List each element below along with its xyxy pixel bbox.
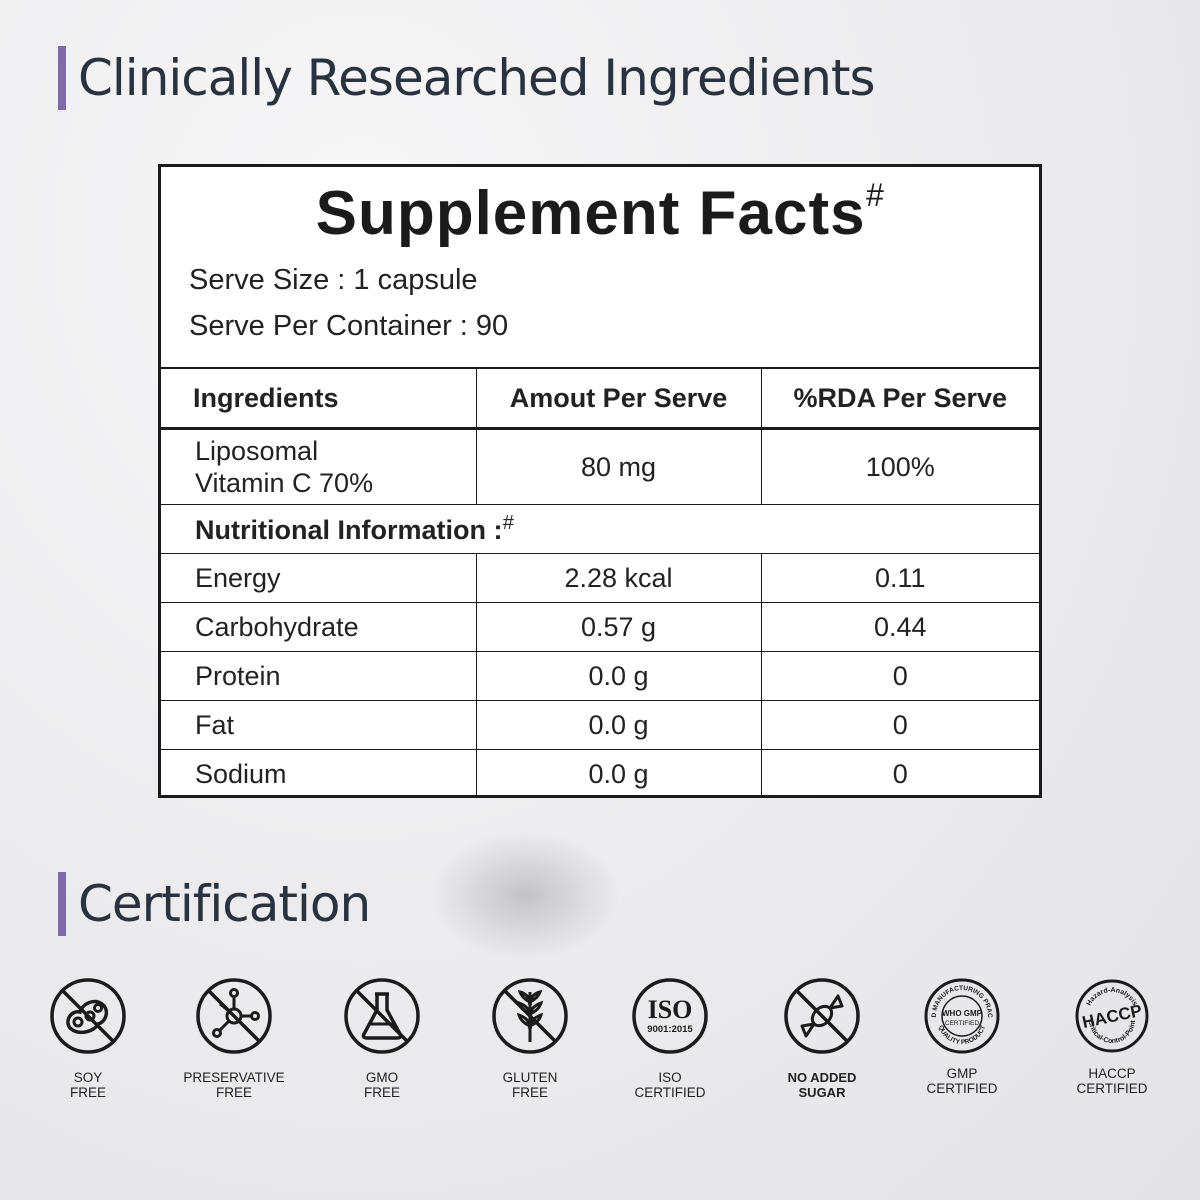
ingredient-amount: 80 mg	[475, 428, 762, 505]
nutrient-name: Sodium	[161, 749, 477, 798]
certification-heading: Certification	[58, 872, 371, 936]
facts-title: Supplement Facts#	[161, 177, 1039, 249]
facts-table: Ingredients Amout Per Serve %RDA Per Ser…	[161, 369, 1039, 798]
facts-title-mark: #	[865, 177, 885, 213]
gmp-sub-text: CERTIFIED	[945, 1020, 979, 1027]
cert-label-line2: FREE	[363, 1085, 400, 1100]
ingredient-rda: 100%	[760, 428, 1039, 505]
ingredient-name: Liposomal Vitamin C 70%	[161, 428, 477, 505]
cert-label-line2: CERTIFIED	[1076, 1081, 1148, 1096]
heading-accent-bar	[58, 872, 66, 936]
cert-gmp: GOOD MANUFACTURING PRACTICE QUALITY PROD…	[892, 976, 1032, 1096]
cert-label-line2: FREE	[69, 1085, 106, 1100]
nutrient-amount: 0.0 g	[475, 749, 762, 798]
nutrient-amount: 0.0 g	[475, 651, 762, 701]
cert-gmo-free: GMO FREE	[312, 976, 452, 1100]
facts-header: Supplement Facts# Serve Size : 1 capsule…	[161, 167, 1039, 369]
nutrient-rda: 0.44	[760, 602, 1039, 652]
cert-label-line2: SUGAR	[798, 1085, 846, 1100]
cert-label: ISO CERTIFIED	[600, 1070, 740, 1100]
nutrient-name: Protein	[161, 651, 477, 701]
cert-label-line2: FREE	[215, 1085, 252, 1100]
nutrition-heading-row: Nutritional Information :#	[161, 504, 1039, 554]
soy-free-icon	[50, 978, 126, 1054]
table-row: Energy 2.28 kcal 0.11	[161, 553, 1039, 603]
certification-heading-text: Certification	[78, 875, 371, 933]
column-header-amount: Amout Per Serve	[475, 369, 762, 430]
table-row-ingredient: Liposomal Vitamin C 70% 80 mg 100%	[161, 428, 1039, 505]
cert-label-line2: CERTIFIED	[634, 1085, 706, 1100]
table-header-row: Ingredients Amout Per Serve %RDA Per Ser…	[161, 369, 1039, 430]
nutrient-amount: 0.0 g	[475, 700, 762, 750]
cert-label: PRESERVATIVE FREE	[164, 1070, 304, 1100]
iso-sub-text: 9001:2015	[647, 1024, 693, 1035]
table-row: Fat 0.0 g 0	[161, 700, 1039, 750]
ingredients-heading-text: Clinically Researched Ingredients	[78, 49, 876, 107]
preservative-free-icon	[196, 978, 272, 1054]
iso-main-text: ISO	[648, 995, 693, 1024]
cert-label: GLUTEN FREE	[460, 1070, 600, 1100]
no-sugar-icon	[784, 978, 860, 1054]
background-blur	[430, 830, 620, 960]
cert-label-line1: GLUTEN	[502, 1070, 558, 1085]
ingredient-name-line1: Liposomal	[195, 436, 319, 466]
heading-accent-bar	[58, 46, 66, 110]
cert-label-line1: SOY	[73, 1070, 103, 1085]
column-header-ingredients: Ingredients	[161, 369, 477, 430]
nutrition-heading-text: Nutritional Information :	[195, 515, 503, 545]
gmp-icon: GOOD MANUFACTURING PRACTICE QUALITY PROD…	[922, 976, 1000, 1054]
gmo-free-icon	[344, 978, 420, 1054]
nutrient-name: Carbohydrate	[161, 602, 477, 652]
cert-label-line1: GMP	[946, 1066, 978, 1081]
nutrient-amount: 0.57 g	[475, 602, 762, 652]
cert-gluten-free: GLUTEN FREE	[460, 976, 600, 1100]
cert-label-line1: PRESERVATIVE	[183, 1070, 285, 1085]
cert-label-line2: CERTIFIED	[926, 1081, 998, 1096]
cert-label-line1: NO ADDED	[787, 1070, 857, 1085]
cert-soy-free: SOY FREE	[18, 976, 158, 1100]
cert-label: SOY FREE	[18, 1070, 158, 1100]
gmp-main-text: WHO GMP	[942, 1009, 983, 1018]
haccp-icon: Hazard-Analysis Critical-Control-Point H…	[1075, 979, 1149, 1053]
cert-label-line1: ISO	[658, 1070, 682, 1085]
table-row: Sodium 0.0 g 0	[161, 749, 1039, 798]
nutrient-rda: 0	[760, 700, 1039, 750]
serve-per-container: Serve Per Container : 90	[189, 310, 509, 342]
column-header-rda: %RDA Per Serve	[760, 369, 1039, 430]
cert-label-line1: HACCP	[1088, 1066, 1136, 1081]
cert-no-added-sugar: NO ADDED SUGAR	[752, 976, 892, 1100]
nutrient-name: Fat	[161, 700, 477, 750]
supplement-facts-panel: Supplement Facts# Serve Size : 1 capsule…	[158, 164, 1042, 798]
facts-title-text: Supplement Facts	[315, 179, 866, 248]
nutrition-heading: Nutritional Information :#	[161, 504, 1039, 554]
certification-list: SOY FREE PRESERVATIVE FREE GMO FREE	[40, 976, 1160, 1106]
cert-label: GMP CERTIFIED	[892, 1066, 1032, 1096]
ingredient-name-line2: Vitamin C 70%	[195, 468, 374, 498]
gluten-free-icon	[492, 978, 568, 1054]
cert-label-line1: GMO	[365, 1070, 399, 1085]
table-row: Carbohydrate 0.57 g 0.44	[161, 602, 1039, 652]
ingredients-heading: Clinically Researched Ingredients	[58, 46, 876, 110]
iso-icon: ISO 9001:2015	[632, 978, 708, 1054]
cert-label: NO ADDED SUGAR	[752, 1070, 892, 1100]
nutrient-rda: 0	[760, 749, 1039, 798]
cert-label: HACCP CERTIFIED	[1042, 1066, 1182, 1096]
cert-label: GMO FREE	[312, 1070, 452, 1100]
cert-preservative-free: PRESERVATIVE FREE	[164, 976, 304, 1100]
nutrient-amount: 2.28 kcal	[475, 553, 762, 603]
nutrient-name: Energy	[161, 553, 477, 603]
cert-iso: ISO 9001:2015 ISO CERTIFIED	[600, 976, 740, 1100]
nutrient-rda: 0.11	[760, 553, 1039, 603]
nutrient-rda: 0	[760, 651, 1039, 701]
table-row: Protein 0.0 g 0	[161, 651, 1039, 701]
serve-size: Serve Size : 1 capsule	[189, 264, 478, 296]
nutrition-heading-mark: #	[502, 512, 514, 534]
cert-haccp: Hazard-Analysis Critical-Control-Point H…	[1042, 976, 1182, 1096]
cert-label-line2: FREE	[511, 1085, 548, 1100]
